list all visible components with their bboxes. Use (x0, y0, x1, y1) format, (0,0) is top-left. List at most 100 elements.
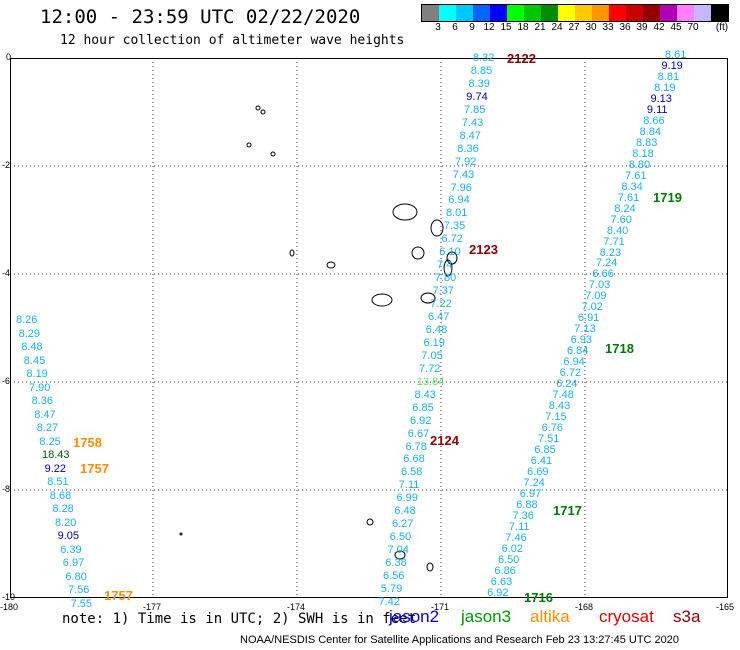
pass-time-label: 1757 (104, 588, 133, 603)
wave-height-value: 7.61 (617, 191, 640, 204)
wave-height-value: 8.48 (21, 341, 43, 353)
wave-height-value: 6.58 (401, 466, 423, 479)
wave-height-value: 9.05 (57, 530, 80, 542)
wave-height-value: 6.67 (407, 427, 430, 440)
wave-height-value: 5.79 (380, 582, 403, 595)
legend-jason3: jason3 (461, 607, 512, 626)
x-tick-label: -174 (287, 602, 306, 612)
wave-height-value: 6.80 (65, 570, 87, 583)
wave-height-value: 6.76 (541, 422, 564, 434)
wave-height-value: 6.94 (563, 356, 585, 369)
wave-height-value: 7.72 (419, 362, 441, 375)
legend-s3a: s3a (673, 607, 701, 626)
island-outline (420, 292, 436, 304)
scale-label: 24 (551, 22, 563, 33)
scale-swatch (694, 5, 711, 21)
scale-label: 12 (483, 22, 495, 33)
wave-height-value: 8.19 (654, 81, 676, 94)
island-outline (289, 249, 295, 257)
scale-swatch (439, 5, 456, 21)
wave-height-value: 8.47 (34, 408, 56, 421)
pass-time-label: 2124 (430, 433, 459, 448)
credit-line: NOAA/NESDIS Center for Satellite Applica… (240, 634, 680, 646)
map-frame (10, 58, 728, 598)
wave-height-value: 8.29 (18, 327, 41, 340)
scale-label: 39 (636, 22, 648, 33)
wave-height-value: 8.25 (39, 435, 61, 448)
scale-swatch (490, 5, 507, 21)
scale-swatch (473, 5, 490, 21)
wave-height-value: 8.51 (47, 476, 69, 488)
scale-label: 15 (500, 22, 512, 33)
island-outline (430, 219, 444, 237)
scale-label: 18 (517, 22, 529, 33)
wave-height-value: 6.56 (383, 570, 405, 582)
scale-swatch (422, 5, 439, 21)
wave-height-value: 8.40 (606, 224, 629, 237)
pass-time-label: 1758 (73, 435, 102, 450)
wave-height-value: 8.34 (621, 180, 643, 193)
wave-height-value: 6.85 (534, 443, 556, 456)
y-tick-label: -4 (2, 268, 11, 278)
wave-height-value: 7.56 (68, 584, 90, 596)
pass-time-label: 2123 (469, 242, 498, 257)
legend-jason2: jason2 (389, 607, 440, 626)
wave-height-value: 8.83 (636, 136, 658, 149)
scale-unit: (ft) (715, 22, 729, 33)
wave-height-value: 7.35 (443, 220, 466, 233)
island-outline (255, 105, 261, 111)
scale-swatch (660, 5, 677, 21)
wave-height-value: 8.36 (31, 395, 54, 407)
island-outline (446, 251, 458, 265)
scale-swatch (677, 5, 694, 21)
island-outline (411, 246, 425, 260)
island-outline (246, 142, 252, 148)
wave-height-value: 8.18 (632, 147, 654, 160)
wave-height-value: 6.02 (501, 542, 524, 555)
wave-height-value: 7.05 (421, 349, 443, 362)
scale-swatch (558, 5, 575, 21)
wave-height-value: 6.94 (448, 194, 470, 207)
wave-height-value: 7.46 (505, 531, 527, 544)
island-outline (443, 259, 453, 277)
island-outline (392, 203, 418, 221)
wave-height-value: 6.48 (394, 505, 416, 518)
wave-height-value: 8.43 (414, 388, 436, 401)
note-text: note: 1) Time is in UTC; 2) SWH is in fe… (62, 611, 417, 627)
wave-height-value: 8.85 (470, 65, 493, 77)
scale-swatch (592, 5, 609, 21)
wave-height-value: 9.74 (466, 90, 488, 103)
wave-height-value: 6.19 (423, 336, 445, 349)
wave-height-value: 7.71 (603, 235, 625, 248)
wave-height-value: 6.91 (577, 312, 600, 325)
scale-label: 30 (585, 22, 597, 33)
wave-height-value: 8.68 (49, 489, 72, 502)
map-subtitle: 12 hour collection of altimeter wave hei… (60, 33, 405, 48)
scale-label: 9 (469, 22, 475, 33)
wave-height-value: 8.84 (639, 125, 662, 138)
wave-height-value: 8.20 (55, 516, 77, 529)
wave-height-value: 7.42 (378, 595, 400, 608)
wave-height-value: 7.04 (387, 544, 409, 557)
scale-swatch (626, 5, 643, 21)
pass-time-label: 1719 (653, 190, 682, 205)
wave-height-value: 9.19 (661, 60, 683, 72)
scale-label: 6 (452, 22, 458, 33)
island-outline (366, 518, 374, 526)
wave-height-value: 7.11 (508, 520, 530, 533)
wave-height-value: 8.47 (459, 129, 481, 142)
wave-height-value: 7.55 (70, 597, 93, 610)
y-tick-label: -6 (2, 376, 11, 386)
wave-height-value: 6.93 (570, 334, 593, 347)
scale-label: 27 (568, 22, 580, 33)
wave-height-value: 7.15 (545, 411, 567, 423)
scale-swatch (711, 5, 728, 21)
wave-height-value: 7.92 (455, 155, 477, 168)
y-tick-label: 0 (6, 52, 12, 62)
wave-height-value: 8.26 (16, 314, 38, 326)
legend-altika: altika (530, 607, 570, 626)
wave-height-value: 18.43 (42, 449, 70, 461)
wave-height-value: 6.48 (425, 323, 448, 336)
